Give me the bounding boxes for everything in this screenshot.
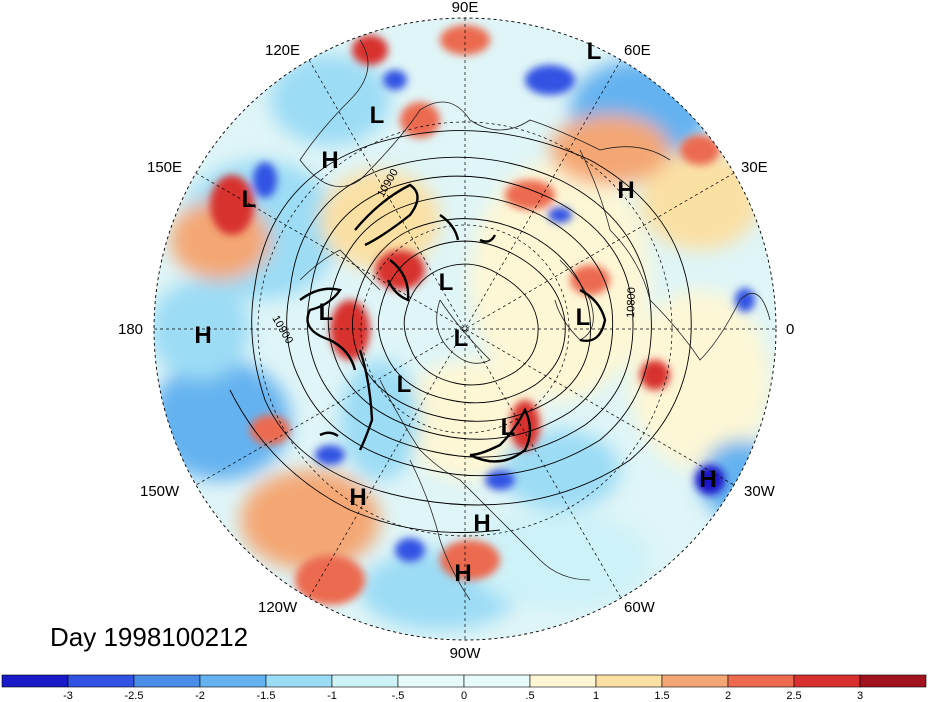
colorbar-tick-label: 2 — [725, 690, 731, 702]
lon-label-60w: 60W — [624, 599, 656, 616]
colorbar-box — [595, 674, 663, 688]
colorbar-tick-label: -2.5 — [125, 690, 144, 702]
colorbar-tick-label: -3 — [63, 690, 73, 702]
lon-label-60e: 60E — [624, 42, 651, 59]
lon-label-120w: 120W — [258, 599, 298, 616]
low-center: L — [501, 414, 516, 441]
colorbar-box — [859, 674, 927, 688]
colorbar-tick-label: -.5 — [392, 690, 405, 702]
low-center: L — [454, 325, 469, 352]
lon-label-150w: 150W — [140, 483, 180, 500]
map-border — [153, 17, 777, 641]
colorbar-box — [529, 674, 597, 688]
lon-label-0: 0 — [786, 321, 794, 338]
colorbar-tick-label: 3 — [857, 690, 863, 702]
lon-label-180: 180 — [118, 321, 143, 338]
high-center: H — [617, 177, 634, 204]
colorbar-box — [727, 674, 795, 688]
colorbar-tick-label: -2 — [195, 690, 205, 702]
lon-label-30w: 30W — [744, 483, 776, 500]
low-center: L — [576, 304, 591, 331]
colorbar-box — [1, 674, 69, 688]
contour-label: 10800 — [625, 287, 638, 318]
longitude-labels: 90E 60E 120E 30E 150E 180 0 150W 30W 120… — [118, 0, 794, 662]
jet-contours — [299, 183, 607, 463]
colorbar-box — [133, 674, 201, 688]
colorbar: -3 -2.5 -2 -1.5 -1 -.5 0 .5 1 1.5 2 2.5 3 — [1, 674, 927, 702]
low-center: L — [397, 371, 412, 398]
colorbar-box — [661, 674, 729, 688]
low-center: L — [370, 102, 385, 129]
low-center: L — [242, 186, 257, 213]
colorbar-tick-label: 1 — [593, 690, 599, 702]
colorbar-tick-label: -1 — [327, 690, 337, 702]
colorbar-box — [397, 674, 465, 688]
colorbar-tick-label: -1.5 — [257, 690, 276, 702]
lon-label-150e: 150E — [147, 159, 182, 176]
colorbar-tick-label: .5 — [525, 690, 534, 702]
high-center: H — [699, 466, 716, 493]
low-center: L — [319, 299, 334, 326]
colorbar-box — [265, 674, 333, 688]
colorbar-box — [331, 674, 399, 688]
height-contours — [229, 130, 692, 533]
high-center: H — [194, 322, 211, 349]
coastlines — [299, 39, 771, 601]
lon-label-120e: 120E — [265, 42, 300, 59]
high-center: H — [349, 484, 366, 511]
high-center: H — [321, 147, 338, 174]
low-center: L — [439, 269, 454, 296]
colorbar-tick-label: 2.5 — [786, 690, 801, 702]
colorbar-box — [199, 674, 267, 688]
high-center: H — [473, 510, 490, 537]
pressure-centers: L L H L H L H L L L L L H H H H H — [194, 38, 716, 587]
lon-label-90w: 90W — [450, 645, 482, 662]
high-center: H — [454, 560, 471, 587]
lon-label-90e: 90E — [452, 0, 479, 16]
colorbar-tick-label: 0 — [461, 690, 467, 702]
low-center: L — [587, 38, 602, 65]
colorbar-box — [793, 674, 861, 688]
colorbar-tick-label: 1.5 — [654, 690, 669, 702]
colorbar-box — [67, 674, 135, 688]
colorbar-box — [463, 674, 531, 688]
lon-label-30e: 30E — [741, 159, 768, 176]
map-title: Day 1998100212 — [50, 622, 248, 652]
